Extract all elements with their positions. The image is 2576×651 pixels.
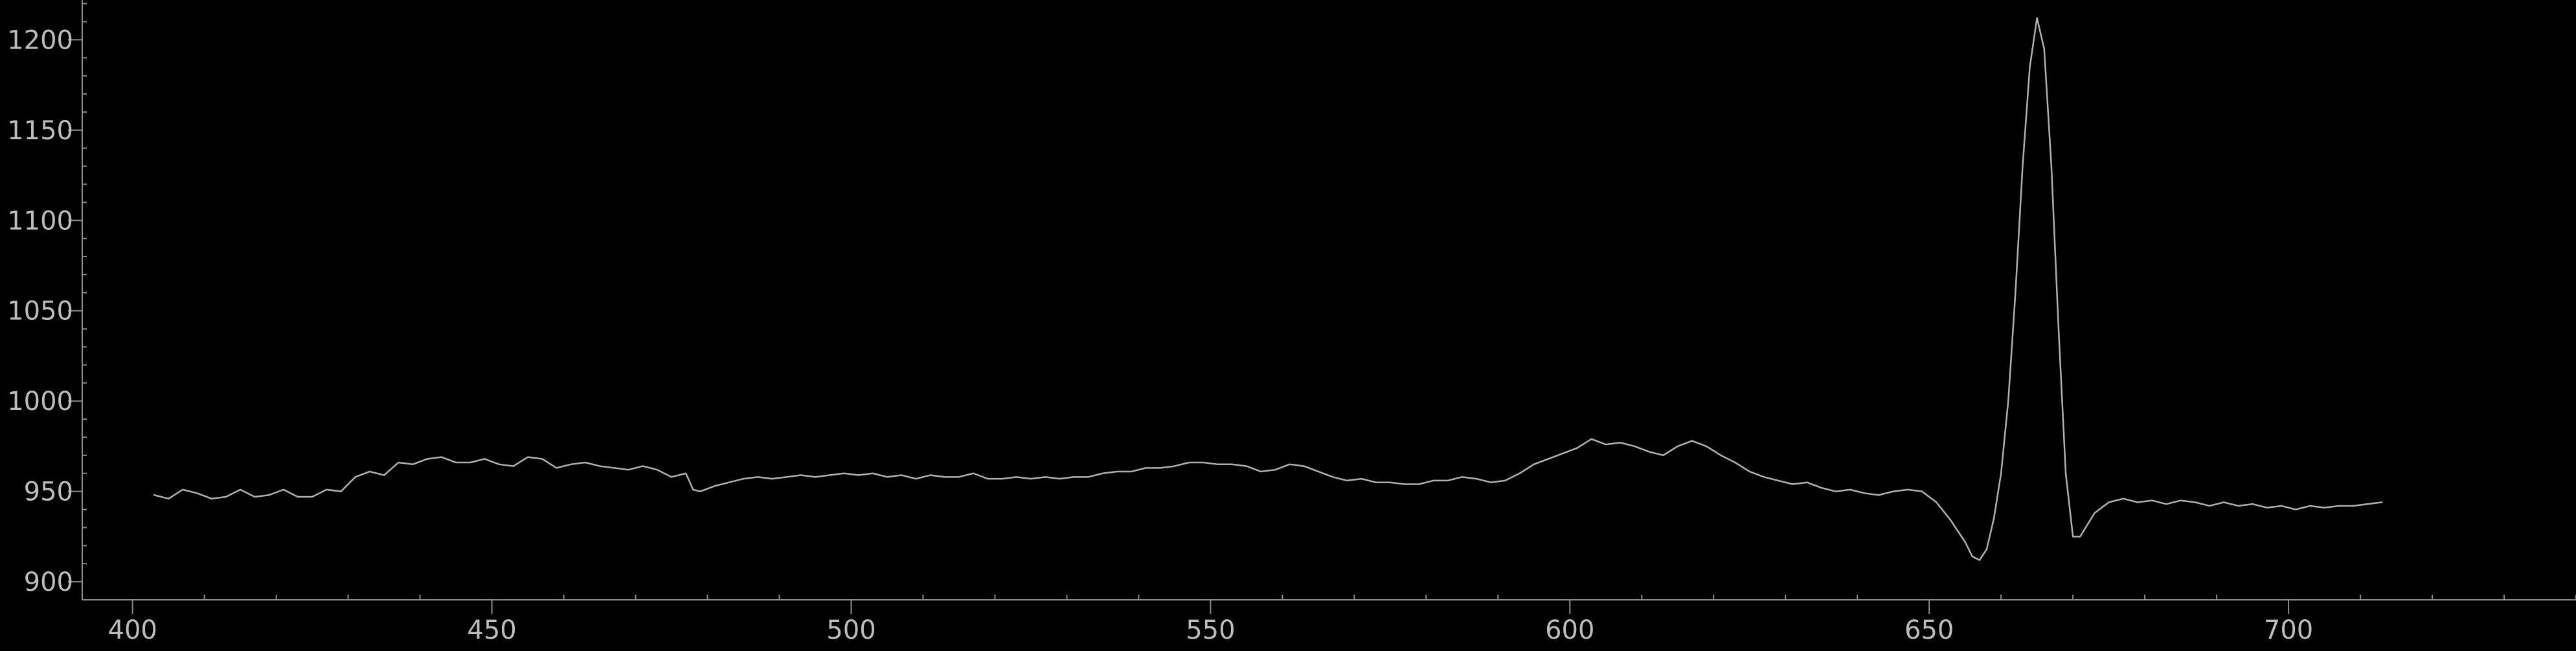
y-tick-label: 950 (24, 477, 73, 507)
series-line (153, 17, 2383, 561)
y-tick-label: 1100 (7, 206, 73, 236)
x-tick-label: 450 (467, 615, 516, 645)
tick-labels: 900 950 1000 1050 1100 1150 1200 400 450 500 550 60… (7, 25, 2313, 645)
axes (82, 0, 2576, 600)
y-tick-label: 1000 (7, 387, 73, 417)
y-tick-label: 1200 (7, 25, 73, 55)
x-tick-label: 700 (2264, 615, 2313, 645)
y-tick-label: 1050 (7, 297, 73, 326)
y-tick-label: 1150 (7, 116, 73, 146)
series-layer (153, 17, 2383, 561)
x-tick-label: 650 (1904, 615, 1954, 645)
x-tick-label: 400 (108, 615, 157, 645)
y-tick-label: 900 (24, 567, 73, 597)
x-tick-label: 600 (1545, 615, 1594, 645)
x-tick-label: 500 (826, 615, 876, 645)
ticks (68, 3, 2576, 614)
x-tick-label: 550 (1186, 615, 1235, 645)
